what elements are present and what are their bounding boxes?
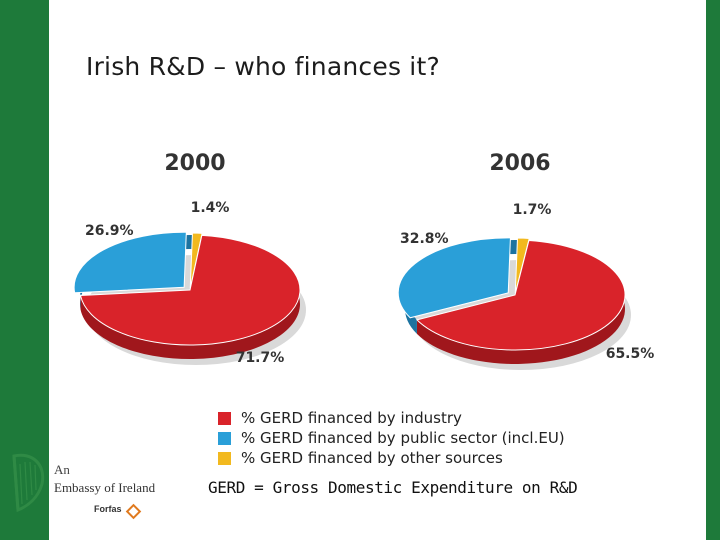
slide-title: Irish R&D – who finances it? [86, 52, 440, 81]
left-green-band [0, 0, 49, 540]
legend-label-public: % GERD financed by public sector (incl.E… [241, 429, 565, 447]
pie-label-industry-2000: 71.7% [236, 350, 285, 366]
legend-swatch-industry [218, 411, 231, 425]
pie-slice-industry-2000 [79, 234, 301, 346]
legend-label-industry: % GERD financed by industry [241, 409, 462, 427]
legend-swatch-public [218, 431, 231, 445]
logo-line-2: Embassy of Ireland [54, 480, 156, 495]
pie-label-industry-2006: 65.5% [606, 346, 655, 362]
pie-slice-public-2000 [73, 231, 187, 294]
gerd-footnote: GERD = Gross Domestic Expenditure on R&D [208, 478, 578, 497]
legend-swatch-other [218, 451, 231, 465]
pie-slice-industry-2006 [415, 239, 626, 351]
pie-title-2006: 2006 [489, 151, 550, 176]
harp-icon [12, 453, 45, 513]
pie-label-public-2000: 26.9% [85, 223, 134, 239]
legend-item-public: % GERD financed by public sector (incl.E… [218, 428, 565, 448]
pie-slice-public-2006 [397, 237, 511, 319]
legend-item-industry: % GERD financed by industry [218, 408, 565, 428]
pie-label-other-2000: 1.4% [191, 200, 230, 216]
pie-charts: 2000 71.7% 26.9% 1.4% 2006 65.5% 32.8% 1.7% [73, 151, 655, 370]
pie-label-public-2006: 32.8% [400, 231, 449, 247]
embassy-logo: An Embassy of Ireland Forfas [4, 448, 179, 528]
right-green-band [706, 0, 720, 540]
legend-item-other: % GERD financed by other sources [218, 448, 565, 468]
pie-label-other-2006: 1.7% [513, 202, 552, 218]
pie-title-2000: 2000 [164, 151, 225, 176]
legend-label-other: % GERD financed by other sources [241, 449, 503, 467]
agency-diamond-icon [125, 503, 142, 520]
logo-line-1: An [54, 462, 70, 477]
chart-legend: % GERD financed by industry % GERD finan… [218, 408, 565, 468]
agency-name: Forfas [94, 504, 122, 514]
